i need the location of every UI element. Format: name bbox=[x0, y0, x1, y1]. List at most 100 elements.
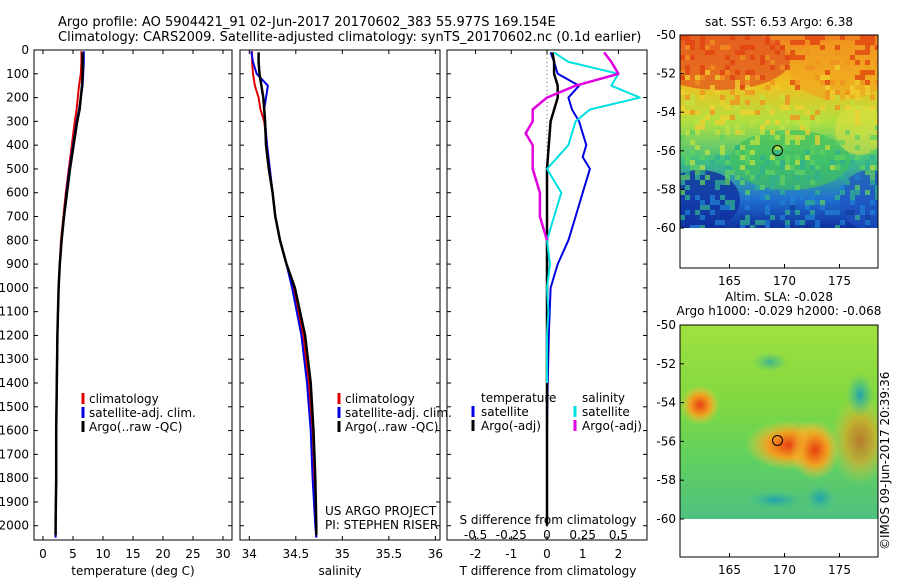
sst-pixel bbox=[870, 95, 875, 100]
sst-pixel bbox=[815, 190, 820, 195]
sst-pixel bbox=[745, 35, 750, 40]
depth-tick-label: 1900 bbox=[0, 495, 29, 509]
sst-pixel bbox=[805, 65, 810, 70]
s-difference-axis-label: S difference from climatology bbox=[460, 513, 637, 527]
sst-pixel bbox=[820, 80, 825, 85]
sst-pixel bbox=[815, 35, 820, 40]
sst-pixel bbox=[785, 155, 790, 160]
sst-pixel bbox=[790, 185, 795, 190]
sst-pixel bbox=[805, 130, 810, 135]
sst-pixel bbox=[805, 50, 810, 55]
sst-pixel bbox=[735, 85, 740, 90]
x-tick-label: 35.5 bbox=[375, 547, 402, 561]
sst-pixel bbox=[810, 160, 815, 165]
sst-pixel bbox=[745, 80, 750, 85]
sst-pixel bbox=[740, 220, 745, 225]
sst-pixel bbox=[730, 100, 735, 105]
sst-pixel bbox=[780, 190, 785, 195]
sst-pixel bbox=[700, 170, 705, 175]
sst-pixel bbox=[750, 140, 755, 145]
sst-pixel bbox=[780, 180, 785, 185]
sst-pixel bbox=[825, 145, 830, 150]
map-y-tick-label: -58 bbox=[656, 473, 676, 487]
sst-pixel bbox=[790, 195, 795, 200]
sst-pixel bbox=[760, 125, 765, 130]
sst-pixel bbox=[720, 95, 725, 100]
sst-pixel bbox=[765, 195, 770, 200]
sst-pixel bbox=[855, 115, 860, 120]
map-y-tick-label: -50 bbox=[656, 28, 676, 42]
sst-pixel bbox=[860, 80, 865, 85]
sst-pixel bbox=[860, 205, 865, 210]
sst-pixel bbox=[760, 185, 765, 190]
sst-pixel bbox=[845, 90, 850, 95]
series-line bbox=[257, 52, 318, 536]
sst-map-title: sat. SST: 6.53 Argo: 6.38 bbox=[705, 15, 853, 29]
sst-pixel bbox=[765, 55, 770, 60]
sst-pixel bbox=[770, 135, 775, 140]
sst-pixel bbox=[730, 205, 735, 210]
sst-pixel bbox=[815, 110, 820, 115]
sst-pixel bbox=[770, 60, 775, 65]
sst-pixel bbox=[685, 70, 690, 75]
sst-profile-marker bbox=[772, 145, 783, 156]
sst-pixel bbox=[690, 225, 695, 228]
sst-pixel bbox=[700, 75, 705, 80]
sst-pixel bbox=[875, 80, 878, 85]
sst-pixel bbox=[710, 160, 715, 165]
sst-pixel bbox=[735, 125, 740, 130]
sst-pixel bbox=[795, 170, 800, 175]
s-tick-label: -0.25 bbox=[496, 528, 527, 542]
t-difference-axis-label: T difference from climatology bbox=[459, 564, 637, 578]
legend-label-satellite: satellite-adj. clim. bbox=[89, 406, 196, 420]
sst-pixel bbox=[855, 50, 860, 55]
sst-pixel bbox=[785, 135, 790, 140]
sst-pixel bbox=[775, 225, 780, 228]
sst-pixel bbox=[845, 95, 850, 100]
sst-pixel bbox=[760, 75, 765, 80]
sst-pixel bbox=[870, 180, 875, 185]
x-tick-label: 5 bbox=[69, 547, 77, 561]
sst-pixel bbox=[760, 95, 765, 100]
sst-pixel bbox=[700, 120, 705, 125]
sst-pixel bbox=[855, 130, 860, 135]
sst-pixel bbox=[720, 145, 725, 150]
sst-pixel bbox=[785, 220, 790, 225]
sst-pixel bbox=[825, 95, 830, 100]
sst-pixel bbox=[740, 225, 745, 228]
sst-pixel bbox=[790, 135, 795, 140]
sst-pixel bbox=[750, 55, 755, 60]
sst-pixel bbox=[830, 60, 835, 65]
sst-pixel bbox=[815, 165, 820, 170]
map-x-tick-label: 170 bbox=[773, 274, 796, 288]
map-y-tick-label: -58 bbox=[656, 182, 676, 196]
sst-pixel bbox=[805, 125, 810, 130]
sst-pixel bbox=[735, 145, 740, 150]
t-difference-x-ticks: -2 -1 0 1 2 bbox=[470, 50, 622, 561]
sst-pixel bbox=[840, 175, 845, 180]
sst-pixel bbox=[745, 75, 750, 80]
series-line bbox=[54, 52, 84, 536]
sst-pixel bbox=[795, 120, 800, 125]
sst-pixel bbox=[800, 55, 805, 60]
sst-pixel bbox=[690, 140, 695, 145]
sst-pixel bbox=[760, 220, 765, 225]
sst-pixel bbox=[800, 40, 805, 45]
sst-pixel bbox=[730, 170, 735, 175]
sst-pixel bbox=[690, 45, 695, 50]
sst-pixel bbox=[795, 85, 800, 90]
sst-pixel bbox=[795, 115, 800, 120]
sst-pixel bbox=[715, 210, 720, 215]
sla-map-subtitle: Argo h1000: -0.029 h2000: -0.068 bbox=[677, 304, 882, 318]
sst-pixel bbox=[800, 120, 805, 125]
legend-heading-salinity: salinity bbox=[582, 391, 625, 405]
sst-pixel bbox=[740, 55, 745, 60]
legend-label-salinity-satellite: satellite bbox=[582, 405, 630, 419]
sst-pixel bbox=[770, 45, 775, 50]
depth-tick-label: 700 bbox=[6, 210, 29, 224]
depth-tick-label: 100 bbox=[6, 67, 29, 81]
sst-pixel bbox=[680, 105, 685, 110]
sst-pixel bbox=[685, 200, 690, 205]
sst-pixel bbox=[720, 150, 725, 155]
sst-pixel bbox=[770, 110, 775, 115]
